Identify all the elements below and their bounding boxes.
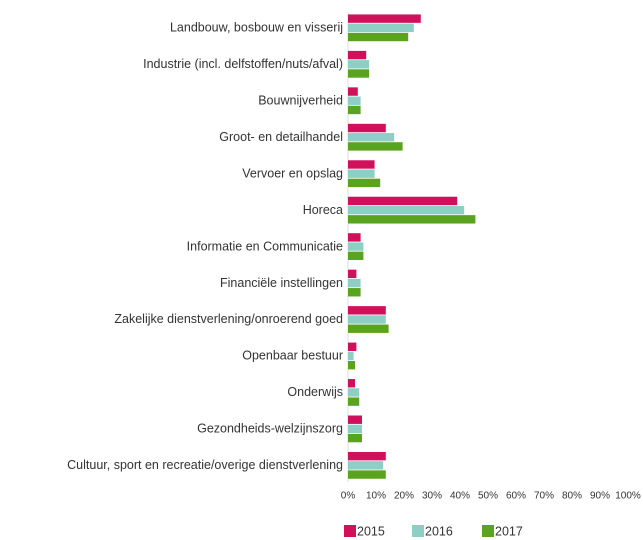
bar — [348, 123, 386, 133]
bar — [348, 351, 354, 361]
bar — [348, 23, 414, 33]
x-tick-label: 20% — [394, 491, 414, 502]
x-tick-label: 40% — [450, 491, 470, 502]
bar — [348, 433, 362, 443]
category-label: Groot- en detailhandel — [219, 130, 343, 144]
category-label: Bouwnijverheid — [258, 93, 343, 107]
bar — [348, 205, 465, 215]
legend-label: 2016 — [425, 524, 453, 538]
bar — [348, 451, 386, 461]
x-tick-label: 30% — [422, 491, 442, 502]
legend-swatch — [482, 525, 494, 537]
category-label: Landbouw, bosbouw en visserij — [170, 21, 343, 35]
x-tick-label: 90% — [590, 491, 610, 502]
legend-swatch — [412, 525, 424, 537]
bar — [348, 278, 361, 288]
x-tick-label: 10% — [366, 491, 386, 502]
bar — [348, 424, 362, 434]
bar — [348, 242, 364, 251]
category-label: Onderwijs — [287, 385, 343, 399]
bar — [348, 169, 375, 178]
bar — [348, 32, 409, 42]
bar — [348, 50, 367, 60]
x-tick-label: 0% — [341, 491, 356, 502]
bar — [348, 105, 361, 115]
bar — [348, 269, 357, 279]
x-tick-label: 80% — [562, 491, 582, 502]
bar — [348, 215, 476, 224]
bar — [348, 251, 364, 260]
x-tick-label: 70% — [534, 491, 554, 502]
bar — [348, 87, 358, 96]
legend-swatch — [344, 525, 356, 537]
category-label: Gezondheids-welzijnszorg — [197, 422, 343, 436]
bar — [348, 388, 360, 397]
bar — [348, 306, 386, 315]
x-tick-label: 60% — [506, 491, 526, 502]
bar — [348, 324, 389, 333]
bar — [348, 196, 458, 206]
category-label: Financiële instellingen — [220, 276, 343, 290]
bar — [348, 133, 395, 142]
bar — [348, 14, 421, 23]
category-label: Horeca — [303, 203, 343, 217]
bar — [348, 288, 361, 297]
bar — [348, 461, 383, 470]
bar — [348, 379, 355, 388]
category-label: Openbaar bestuur — [242, 349, 343, 363]
x-tick-label: 50% — [478, 491, 498, 502]
bar — [348, 360, 355, 370]
bar — [348, 342, 357, 351]
bar — [348, 69, 369, 78]
category-label: Cultuur, sport en recreatie/overige dien… — [67, 458, 343, 472]
legend-label: 2017 — [495, 524, 523, 538]
bar — [348, 397, 360, 406]
x-tick-label: 100% — [615, 491, 641, 502]
category-label: Informatie en Communicatie — [187, 239, 343, 253]
category-label: Zakelijke dienstverlening/onroerend goed — [114, 312, 343, 326]
bar — [348, 470, 386, 479]
bar — [348, 96, 361, 105]
bar — [348, 315, 386, 324]
bar — [348, 160, 375, 169]
category-label: Industrie (incl. delfstoffen/nuts/afval) — [143, 57, 343, 71]
bar — [348, 178, 381, 188]
bar — [348, 60, 369, 69]
legend-label: 2015 — [357, 524, 385, 538]
bar — [348, 233, 361, 242]
bar — [348, 415, 362, 424]
category-label: Vervoer en opslag — [242, 166, 343, 180]
bar — [348, 142, 403, 151]
